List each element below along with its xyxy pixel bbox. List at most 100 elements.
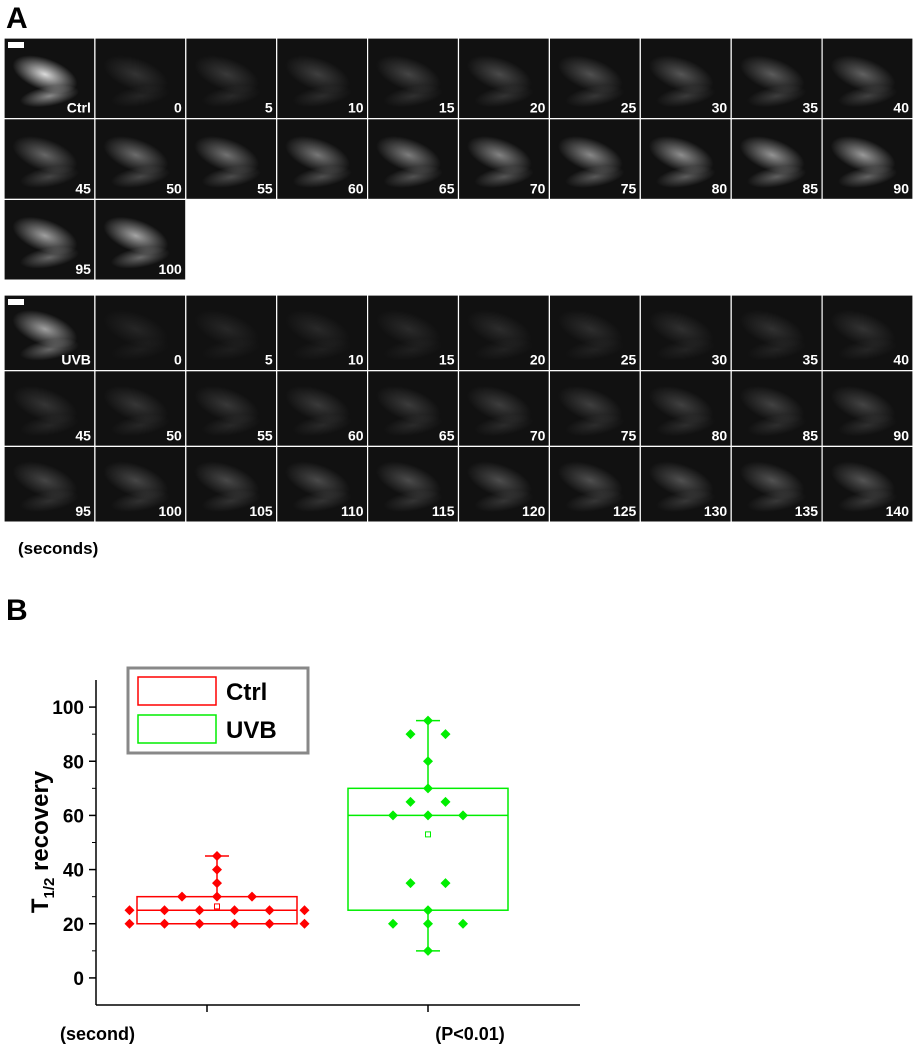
cell-signal — [747, 414, 807, 437]
data-point — [458, 918, 468, 929]
image-tile: 65 — [367, 118, 460, 200]
frame-label: 130 — [704, 503, 728, 519]
image-tile: 130 — [639, 445, 732, 523]
data-point — [194, 918, 205, 929]
cell-signal — [837, 489, 898, 513]
frame-label: Ctrl — [67, 100, 91, 116]
data-point — [388, 810, 398, 821]
cell-signal — [110, 165, 170, 188]
cell-signal — [12, 136, 78, 175]
cell-signal — [376, 136, 441, 175]
image-tile: 75 — [548, 118, 641, 200]
data-point — [212, 878, 222, 889]
cell-signal — [110, 489, 170, 513]
image-tile: 30 — [639, 37, 732, 120]
frame-label: 115 — [432, 503, 455, 519]
legend-swatch — [137, 676, 217, 706]
frame-label: 55 — [257, 180, 273, 196]
image-tile: 40 — [821, 294, 913, 372]
data-point — [264, 918, 275, 929]
image-tile: Ctrl — [3, 37, 96, 120]
frame-label: 15 — [439, 100, 455, 116]
frame-label: 50 — [166, 427, 182, 443]
frame-label: 85 — [803, 180, 819, 196]
cell-signal — [648, 136, 714, 175]
cell-signal — [466, 55, 532, 94]
data-point — [194, 905, 205, 916]
cell-signal — [837, 414, 898, 437]
cell-signal — [383, 165, 443, 188]
image-tile: 95 — [3, 198, 96, 281]
cell-signal — [201, 414, 261, 437]
image-tile: 15 — [367, 37, 460, 120]
y-tick-label: 100 — [52, 698, 84, 719]
legend: Ctrl UVB — [126, 666, 310, 755]
cell-signal — [565, 165, 625, 188]
frame-label: 100 — [158, 261, 182, 277]
data-point — [440, 729, 451, 740]
y-label-part: T — [27, 898, 54, 913]
frame-label: 60 — [348, 180, 364, 196]
cell-signal — [837, 338, 898, 361]
frame-label: 140 — [886, 503, 910, 519]
image-tile: 35 — [730, 37, 823, 120]
frame-label: 125 — [613, 503, 637, 519]
data-point — [229, 918, 240, 929]
cell-signal — [110, 84, 170, 108]
image-tile: 120 — [457, 445, 551, 523]
image-tile: 55 — [185, 118, 278, 200]
data-point — [423, 918, 433, 929]
frame-label: 30 — [712, 352, 728, 368]
data-point — [264, 905, 275, 916]
cell-signal — [110, 246, 170, 269]
data-point — [212, 864, 222, 875]
mean — [425, 831, 431, 838]
data-point — [212, 851, 222, 862]
cell-signal — [285, 55, 351, 94]
image-tile: 5 — [185, 294, 278, 372]
frame-label: 35 — [803, 352, 819, 368]
cell-signal — [747, 338, 807, 361]
frame-label: 5 — [265, 100, 273, 116]
cell-signal — [292, 414, 352, 437]
cell-signal — [12, 55, 78, 94]
frame-label: 65 — [439, 427, 455, 443]
image-tile: 80 — [639, 118, 732, 200]
cell-signal — [837, 165, 898, 188]
image-tile: 80 — [639, 370, 732, 448]
cell-signal — [201, 489, 261, 513]
scale-bar — [8, 299, 24, 305]
frame-label: 85 — [803, 427, 819, 443]
image-tile: 90 — [821, 118, 913, 200]
frame-label: 80 — [712, 427, 728, 443]
cell-signal — [474, 165, 534, 188]
image-tile: 60 — [276, 370, 369, 448]
y-tick-label: 20 — [63, 915, 84, 936]
cell-signal — [292, 338, 352, 361]
data-point — [212, 891, 222, 902]
cell-signal — [557, 55, 623, 94]
frame-label: 90 — [893, 427, 909, 443]
frame-label: 80 — [712, 180, 728, 196]
data-point — [423, 783, 433, 794]
box-chart: 0 20 40 60 80 100 T1/2 recovery (second) (P<0.01… — [27, 666, 580, 1044]
image-tile: 0 — [94, 294, 187, 372]
y-label-part: 1/2 — [41, 878, 58, 899]
image-tile: 115 — [367, 445, 460, 523]
cell-signal — [466, 136, 532, 175]
image-tile: 30 — [639, 294, 732, 372]
data-point — [299, 905, 310, 916]
frame-label: 50 — [166, 180, 182, 196]
cell-signal — [565, 338, 625, 361]
data-point — [159, 918, 170, 929]
frame-label: 40 — [893, 100, 909, 116]
annotation: (second) — [60, 1024, 135, 1044]
frame-label: 70 — [530, 180, 546, 196]
frame-label: UVB — [61, 352, 91, 368]
frame-label: 100 — [158, 503, 182, 519]
cell-signal — [194, 136, 260, 175]
cell-signal — [292, 165, 352, 188]
cell-signal — [19, 338, 80, 361]
image-tile: 70 — [457, 370, 551, 448]
